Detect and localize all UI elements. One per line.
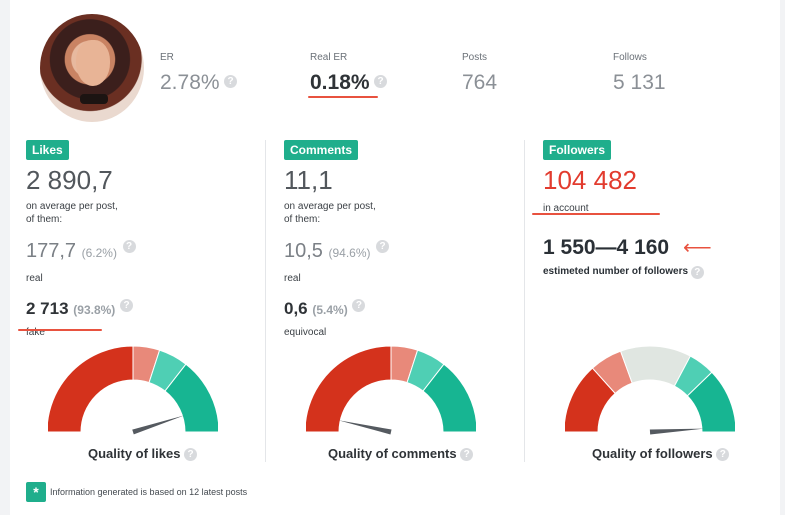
followers-estimated-range: 1 550—4 160 ⟵: [543, 235, 773, 260]
estimated-range-value: 1 550—4 160: [543, 236, 670, 259]
followers-quality-label: Quality of followers: [592, 446, 713, 461]
likes-fake-value: 2 713: [26, 299, 69, 318]
likes-fake-label: fake: [26, 327, 45, 338]
stat-label: Posts: [462, 52, 488, 63]
comments-quality-gauge: [306, 345, 476, 435]
followers-count-label: in account: [543, 203, 589, 214]
followers-quality-title: Quality of followers ?: [592, 446, 730, 462]
highlight-underline: [308, 96, 378, 98]
help-icon[interactable]: ?: [690, 266, 704, 279]
footer-info-text: Information generated is based on 12 lat…: [50, 487, 248, 497]
likes-quality-title: Quality of likes ?: [88, 446, 198, 462]
help-icon[interactable]: ?: [224, 75, 237, 88]
column-divider: [265, 140, 266, 462]
followers-quality-gauge: [565, 345, 735, 435]
followers-badge: Followers: [543, 140, 612, 160]
likes-column: Likes 2 890,7 on average per post, of th…: [26, 140, 256, 339]
help-icon[interactable]: ?: [374, 75, 387, 88]
stat-value: 5 131: [613, 71, 666, 94]
followers-column: Followers 104 482 in account 1 550—4 160…: [543, 140, 773, 279]
stat-value: 2.78%: [160, 71, 220, 94]
comments-real-value: 10,5: [284, 240, 323, 262]
estimated-label: estimeted number of followers ?: [543, 266, 773, 279]
likes-fake-pct: (93.8%): [73, 303, 116, 317]
info-badge: *: [26, 482, 46, 502]
gauge-segment: [686, 371, 735, 433]
gauge-segment: [164, 363, 218, 433]
likes-average-note-2: of them:: [26, 214, 63, 225]
report-card: ER 2.78% ? Real ER 0.18% ? Posts 764 Fol…: [10, 0, 780, 515]
likes-quality-label: Quality of likes: [88, 446, 181, 461]
comments-real-pct: (94.6%): [328, 246, 371, 260]
stat-label: ER: [160, 52, 174, 63]
stat-posts: Posts 764: [462, 52, 497, 95]
help-icon[interactable]: ?: [716, 448, 730, 462]
comments-real: 10,5 (94.6%) ?: [284, 240, 514, 264]
comments-quality-label: Quality of comments: [328, 446, 457, 461]
help-icon[interactable]: ?: [460, 448, 474, 462]
estimated-label-text: estimeted number of followers: [543, 266, 689, 277]
comments-badge: Comments: [284, 140, 359, 160]
stat-label: Follows: [613, 52, 647, 63]
followers-count: 104 482: [543, 165, 637, 195]
highlight-underline: [18, 329, 102, 331]
likes-quality-gauge: [48, 345, 218, 435]
comments-equivocal-label: equivocal: [284, 327, 327, 338]
help-icon[interactable]: ?: [184, 448, 198, 462]
gauge-needle: [649, 428, 704, 435]
likes-average-note: on average per post,: [26, 201, 118, 212]
comments-average-note: on average per post,: [284, 201, 376, 212]
highlight-underline: [532, 213, 660, 215]
likes-real-label: real: [26, 273, 43, 284]
help-icon[interactable]: ?: [120, 299, 134, 312]
gauge-needle: [132, 415, 185, 435]
comments-quality-title: Quality of comments ?: [328, 446, 474, 462]
comments-real-label: real: [284, 273, 301, 284]
help-icon[interactable]: ?: [352, 299, 366, 312]
gauge-needle: [338, 420, 392, 435]
gauge-segment: [422, 363, 476, 433]
avatar: [40, 14, 144, 122]
stat-label: Real ER: [310, 52, 348, 63]
comments-average: 11,1: [284, 165, 333, 195]
column-divider: [524, 140, 525, 462]
likes-fake: 2 713 (93.8%) ?: [26, 299, 256, 320]
likes-real-value: 177,7: [26, 240, 77, 262]
stat-value: 764: [462, 71, 498, 94]
stat-er: ER 2.78% ?: [160, 52, 237, 95]
arrow-left-icon: ⟵: [682, 237, 712, 259]
comments-column: Comments 11,1 on average per post, of th…: [284, 140, 514, 339]
help-icon[interactable]: ?: [376, 240, 390, 253]
stat-value: 0.18%: [310, 71, 370, 94]
gauge-segment: [306, 345, 392, 433]
gauge-segment: [48, 345, 134, 433]
comments-equivocal-value: 0,6: [284, 299, 308, 318]
likes-average: 2 890,7: [26, 165, 113, 195]
likes-real: 177,7 (6.2%) ?: [26, 240, 256, 264]
help-icon[interactable]: ?: [122, 240, 136, 253]
comments-equivocal: 0,6 (5.4%) ?: [284, 299, 514, 320]
likes-real-pct: (6.2%): [81, 246, 117, 260]
comments-average-note-2: of them:: [284, 214, 321, 225]
comments-equivocal-pct: (5.4%): [312, 303, 348, 317]
stat-follows: Follows 5 131: [613, 52, 666, 95]
stat-real-er: Real ER 0.18% ?: [310, 52, 387, 95]
likes-badge: Likes: [26, 140, 69, 160]
